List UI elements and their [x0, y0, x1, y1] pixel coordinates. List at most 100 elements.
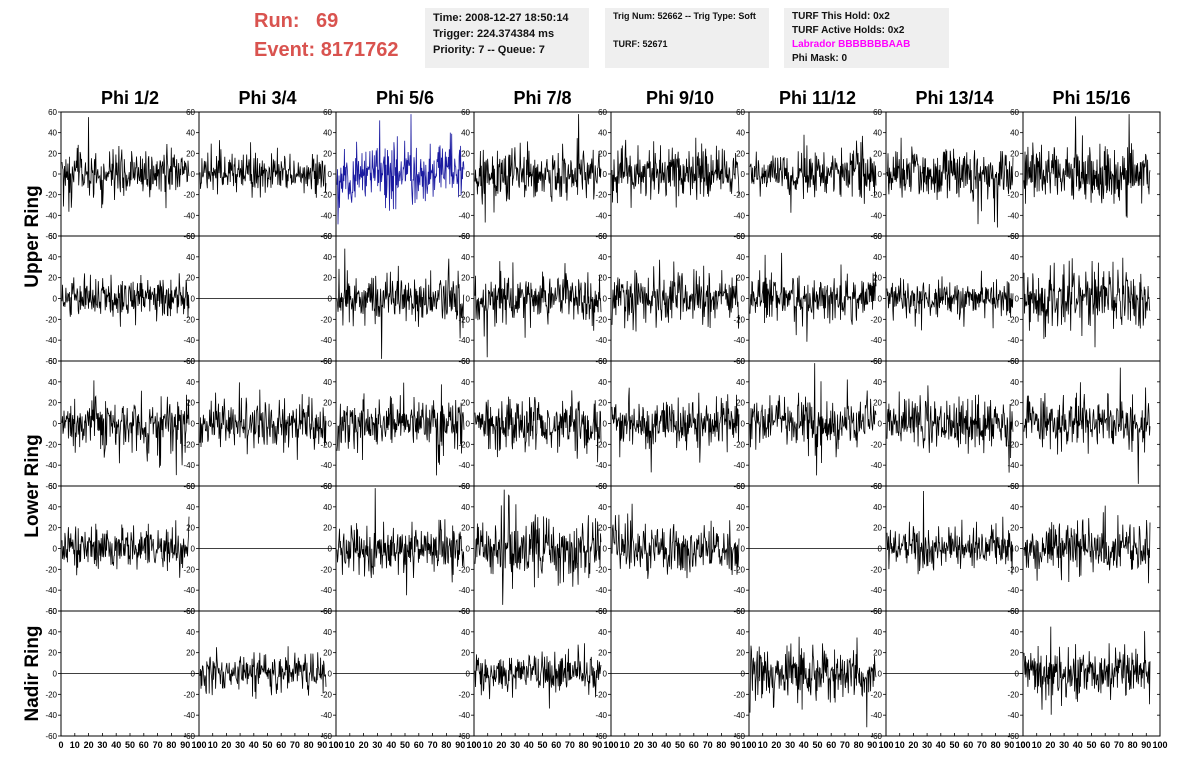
x-tick-label: 30 [785, 740, 795, 750]
y-tick-label: 40 [186, 253, 195, 262]
waveform-trace [474, 489, 602, 605]
y-tick-label: -60 [595, 357, 607, 366]
x-tick-label: 90 [1004, 740, 1014, 750]
y-tick-label: 60 [186, 357, 195, 366]
phi-mask-line: Phi Mask: 0 [792, 53, 848, 64]
y-tick-label: -40 [183, 461, 195, 470]
y-tick-label: -20 [45, 690, 57, 699]
y-tick-label: -20 [733, 191, 745, 200]
y-tick-label: -20 [733, 315, 745, 324]
y-tick-label: -40 [733, 711, 745, 720]
x-tick-label: 60 [276, 740, 286, 750]
y-tick-label: 0 [191, 420, 196, 429]
y-tick-label: -20 [320, 315, 332, 324]
y-tick-label: 40 [598, 129, 607, 138]
y-tick-label: 0 [53, 295, 58, 304]
y-tick-label: -60 [595, 607, 607, 616]
x-tick-label: 70 [565, 740, 575, 750]
y-tick-label: 60 [873, 607, 882, 616]
y-tick-label: -60 [183, 232, 195, 241]
y-tick-label: -20 [870, 440, 882, 449]
y-tick-label: 20 [598, 649, 607, 658]
y-tick-label: 20 [1010, 649, 1019, 658]
y-tick-label: 0 [741, 295, 746, 304]
y-tick-label: -20 [733, 440, 745, 449]
y-tick-label: 20 [186, 149, 195, 158]
waveform-trace [474, 390, 602, 463]
y-tick-label: 20 [461, 649, 470, 658]
y-tick-label: 0 [1015, 295, 1020, 304]
y-tick-label: 60 [186, 482, 195, 491]
y-tick-label: 0 [53, 545, 58, 554]
labrador-line: Labrador BBBBBBBAAB [792, 39, 911, 50]
x-tick-label: 70 [1114, 740, 1124, 750]
x-tick-label: 40 [661, 740, 671, 750]
y-tick-label: 0 [878, 545, 883, 554]
x-tick-label: 20 [771, 740, 781, 750]
waveform-trace [1023, 626, 1151, 715]
y-tick-label: 60 [598, 607, 607, 616]
x-tick-label: 70 [977, 740, 987, 750]
y-tick-label: -20 [870, 565, 882, 574]
waveform-trace [749, 636, 877, 728]
y-tick-label: 20 [186, 649, 195, 658]
y-tick-label: 20 [598, 149, 607, 158]
y-tick-label: -20 [458, 690, 470, 699]
y-tick-label: 60 [736, 607, 745, 616]
y-tick-label: -40 [183, 711, 195, 720]
y-tick-label: 0 [878, 295, 883, 304]
y-tick-label: -60 [320, 732, 332, 741]
x-tick-label: 30 [372, 740, 382, 750]
y-tick-label: 0 [328, 545, 333, 554]
y-tick-label: -60 [183, 607, 195, 616]
y-tick-label: -20 [870, 315, 882, 324]
y-tick-label: 40 [323, 253, 332, 262]
row-group-label: Nadir Ring [22, 625, 43, 721]
y-tick-label: -20 [595, 690, 607, 699]
y-tick-label: 40 [598, 253, 607, 262]
y-tick-label: -40 [320, 586, 332, 595]
waveform-trace [611, 503, 740, 579]
x-tick-label: 70 [840, 740, 850, 750]
y-tick-label: -20 [1007, 315, 1019, 324]
y-tick-label: -20 [45, 315, 57, 324]
y-tick-label: 60 [598, 108, 607, 117]
y-tick-label: 60 [598, 482, 607, 491]
y-tick-label: 40 [873, 378, 882, 387]
y-tick-label: 60 [48, 357, 57, 366]
x-tick-label: 70 [153, 740, 163, 750]
y-tick-label: 0 [191, 670, 196, 679]
x-tick-label: 30 [922, 740, 932, 750]
y-tick-label: -40 [595, 336, 607, 345]
x-tick-label: 30 [97, 740, 107, 750]
x-tick-label: 100 [603, 740, 618, 750]
y-tick-label: 0 [603, 420, 608, 429]
y-tick-label: 40 [873, 503, 882, 512]
y-tick-label: 40 [598, 378, 607, 387]
hold-line: TURF This Hold: 0x2 [792, 11, 890, 22]
waveform-trace [611, 259, 740, 332]
row-group-label: Lower Ring [22, 434, 43, 537]
y-tick-label: 0 [878, 170, 883, 179]
x-tick-label: 60 [963, 740, 973, 750]
x-tick-label: 60 [414, 740, 424, 750]
row-group-label: Upper Ring [22, 185, 43, 287]
y-tick-label: 40 [461, 503, 470, 512]
y-tick-label: -40 [870, 461, 882, 470]
y-tick-label: -20 [183, 191, 195, 200]
x-tick-label: 20 [221, 740, 231, 750]
y-tick-label: -20 [458, 440, 470, 449]
y-tick-label: 40 [48, 378, 57, 387]
y-tick-label: 60 [598, 357, 607, 366]
y-tick-label: -20 [320, 565, 332, 574]
y-tick-label: 0 [191, 170, 196, 179]
y-tick-label: -60 [1007, 607, 1019, 616]
y-tick-label: 20 [736, 274, 745, 283]
x-tick-label: 0 [608, 740, 613, 750]
y-tick-label: -20 [595, 191, 607, 200]
y-tick-label: 0 [53, 420, 58, 429]
x-tick-label: 80 [1128, 740, 1138, 750]
x-tick-label: 50 [125, 740, 135, 750]
x-tick-label: 100 [1015, 740, 1030, 750]
y-tick-label: 20 [736, 524, 745, 533]
